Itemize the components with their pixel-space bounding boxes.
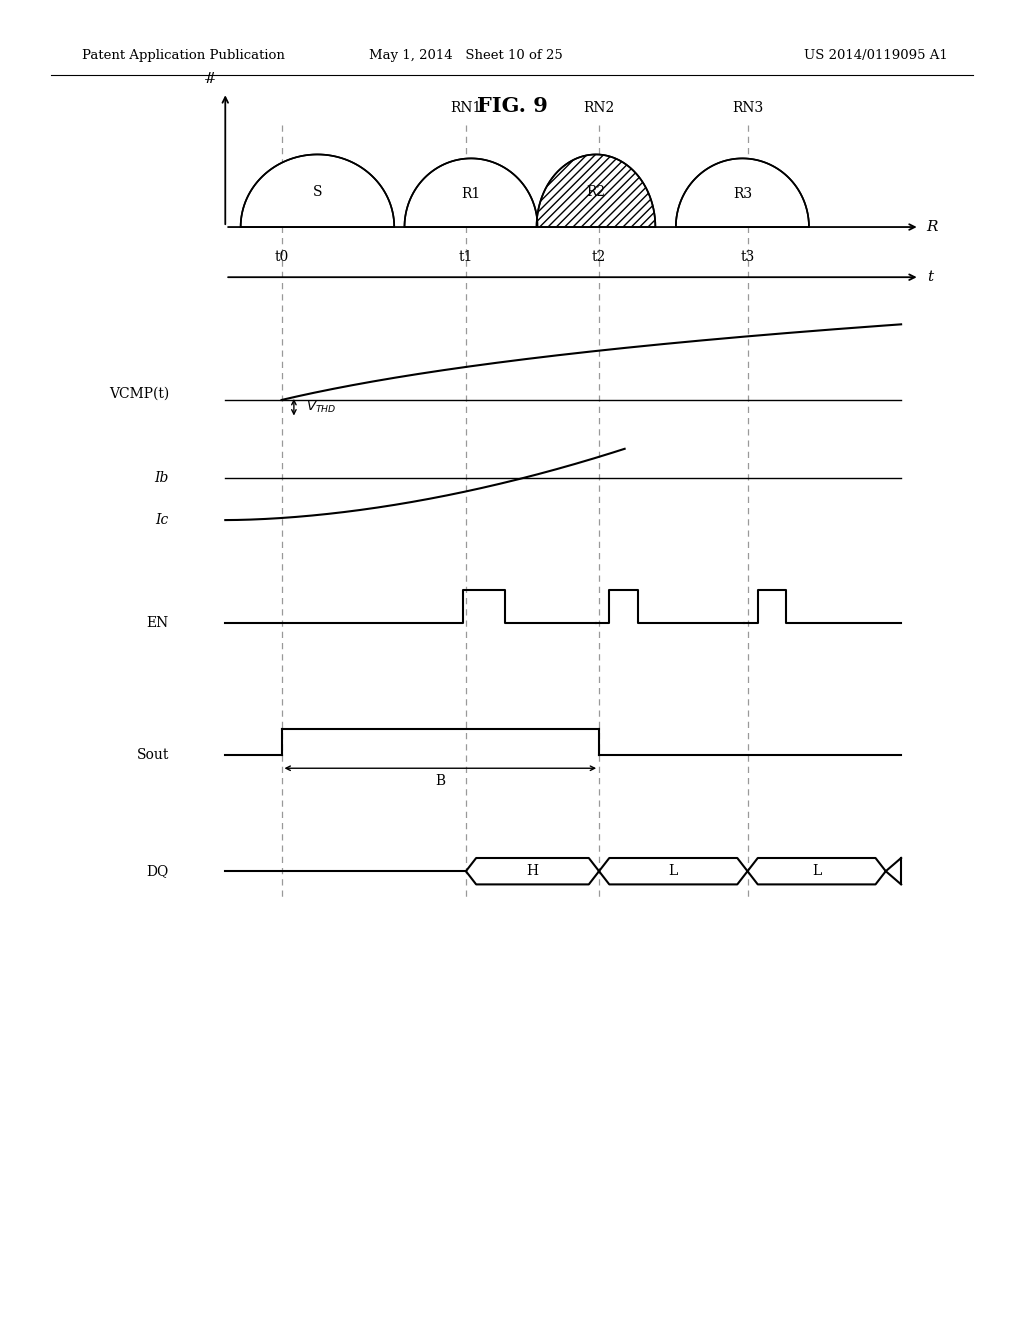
Text: VCMP(t): VCMP(t) [109, 387, 169, 400]
Text: EN: EN [146, 616, 169, 630]
Polygon shape [404, 158, 538, 227]
Text: S: S [312, 185, 323, 199]
Text: Ib: Ib [155, 471, 169, 484]
Text: t1: t1 [459, 249, 473, 264]
Text: Sout: Sout [136, 748, 169, 762]
Text: t3: t3 [740, 249, 755, 264]
Text: May 1, 2014   Sheet 10 of 25: May 1, 2014 Sheet 10 of 25 [369, 49, 563, 62]
Text: L: L [812, 865, 821, 878]
Text: R3: R3 [733, 186, 752, 201]
Text: R2: R2 [587, 185, 605, 199]
Text: t0: t0 [274, 249, 289, 264]
Text: DQ: DQ [146, 865, 169, 878]
Text: H: H [526, 865, 539, 878]
Text: Patent Application Publication: Patent Application Publication [82, 49, 285, 62]
Polygon shape [676, 158, 809, 227]
Polygon shape [537, 154, 655, 227]
Polygon shape [241, 154, 394, 227]
Text: t: t [927, 271, 933, 284]
Text: R1: R1 [462, 186, 480, 201]
Text: RN1: RN1 [451, 100, 481, 115]
Text: R: R [927, 220, 938, 234]
Text: t2: t2 [592, 249, 606, 264]
Text: Ic: Ic [156, 513, 169, 527]
Text: RN2: RN2 [584, 100, 614, 115]
Text: L: L [669, 865, 678, 878]
Text: RN3: RN3 [732, 100, 763, 115]
Text: FIG. 9: FIG. 9 [476, 95, 548, 116]
Text: B: B [435, 774, 445, 788]
Text: $V_{THD}$: $V_{THD}$ [306, 400, 337, 414]
Text: #: # [205, 71, 217, 86]
Text: US 2014/0119095 A1: US 2014/0119095 A1 [804, 49, 947, 62]
